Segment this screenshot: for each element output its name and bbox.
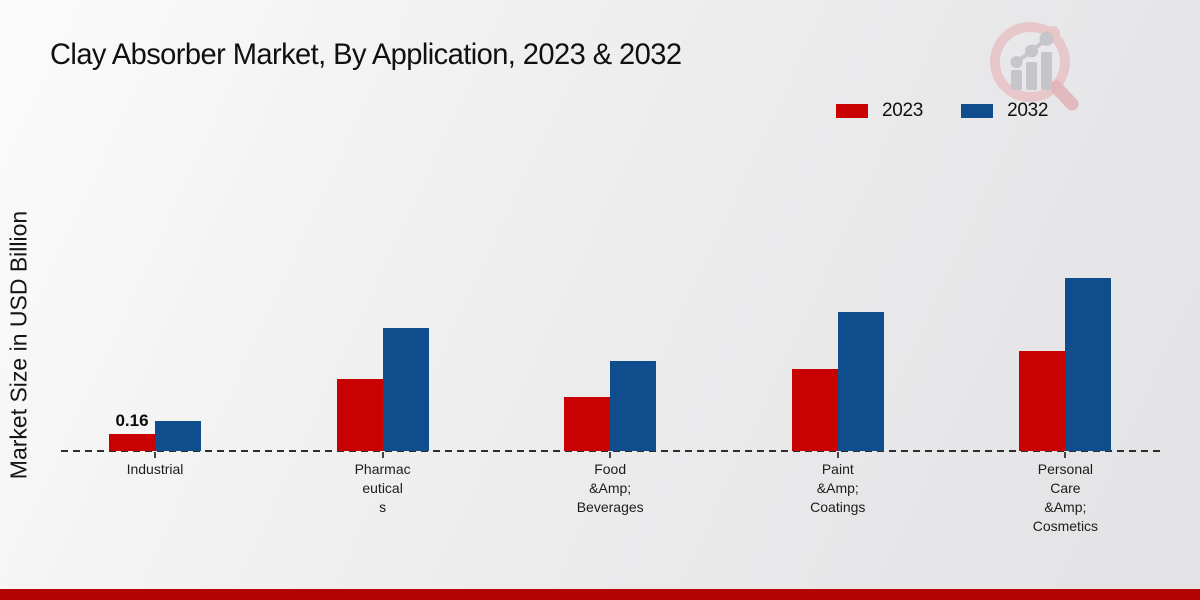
bar-2023-3: [564, 397, 611, 451]
bar-2032-4: [837, 312, 884, 451]
market-research-logo-icon: [990, 22, 1079, 111]
bar-2032-3: [610, 361, 657, 451]
bar-2023-5: [1019, 351, 1066, 451]
axis-tick: [154, 452, 156, 458]
legend-swatch-2023: [836, 104, 868, 118]
axis-tick: [1064, 452, 1067, 458]
legend-label-2023: 2023: [882, 100, 924, 121]
legend-item-2023: 2023: [836, 100, 923, 122]
bar-2023-2: [336, 379, 383, 451]
bar-2023-4: [791, 369, 838, 451]
legend-label-2032: 2032: [1007, 100, 1049, 121]
axis-tick: [381, 452, 384, 458]
legend-item-2032: 2032: [961, 100, 1048, 122]
category-label: Personal Care &Amp; Cosmetics: [1032, 461, 1099, 534]
legend: 2023 2032: [836, 100, 1048, 122]
bar-2032-2: [382, 328, 429, 451]
bar-2032-5: [1065, 278, 1112, 451]
legend-swatch-2032: [961, 104, 994, 118]
bar-value-label: 0.16: [115, 411, 149, 430]
chart-title: Clay Absorber Market, By Application, 20…: [50, 38, 682, 71]
axis-tick: [609, 452, 612, 458]
category-label: Pharmac eutical s: [354, 461, 411, 515]
bar-2032-1: [155, 421, 201, 451]
category-label: Paint &Amp; Coatings: [810, 461, 866, 515]
category-label: Industrial: [126, 461, 184, 477]
footer-red-band: [0, 589, 1200, 600]
category-label: Food &Amp; Beverages: [576, 461, 644, 515]
bar-2023-1: [109, 434, 155, 451]
axis-tick: [836, 452, 839, 458]
x-axis-dashed-line: [61, 450, 1161, 452]
